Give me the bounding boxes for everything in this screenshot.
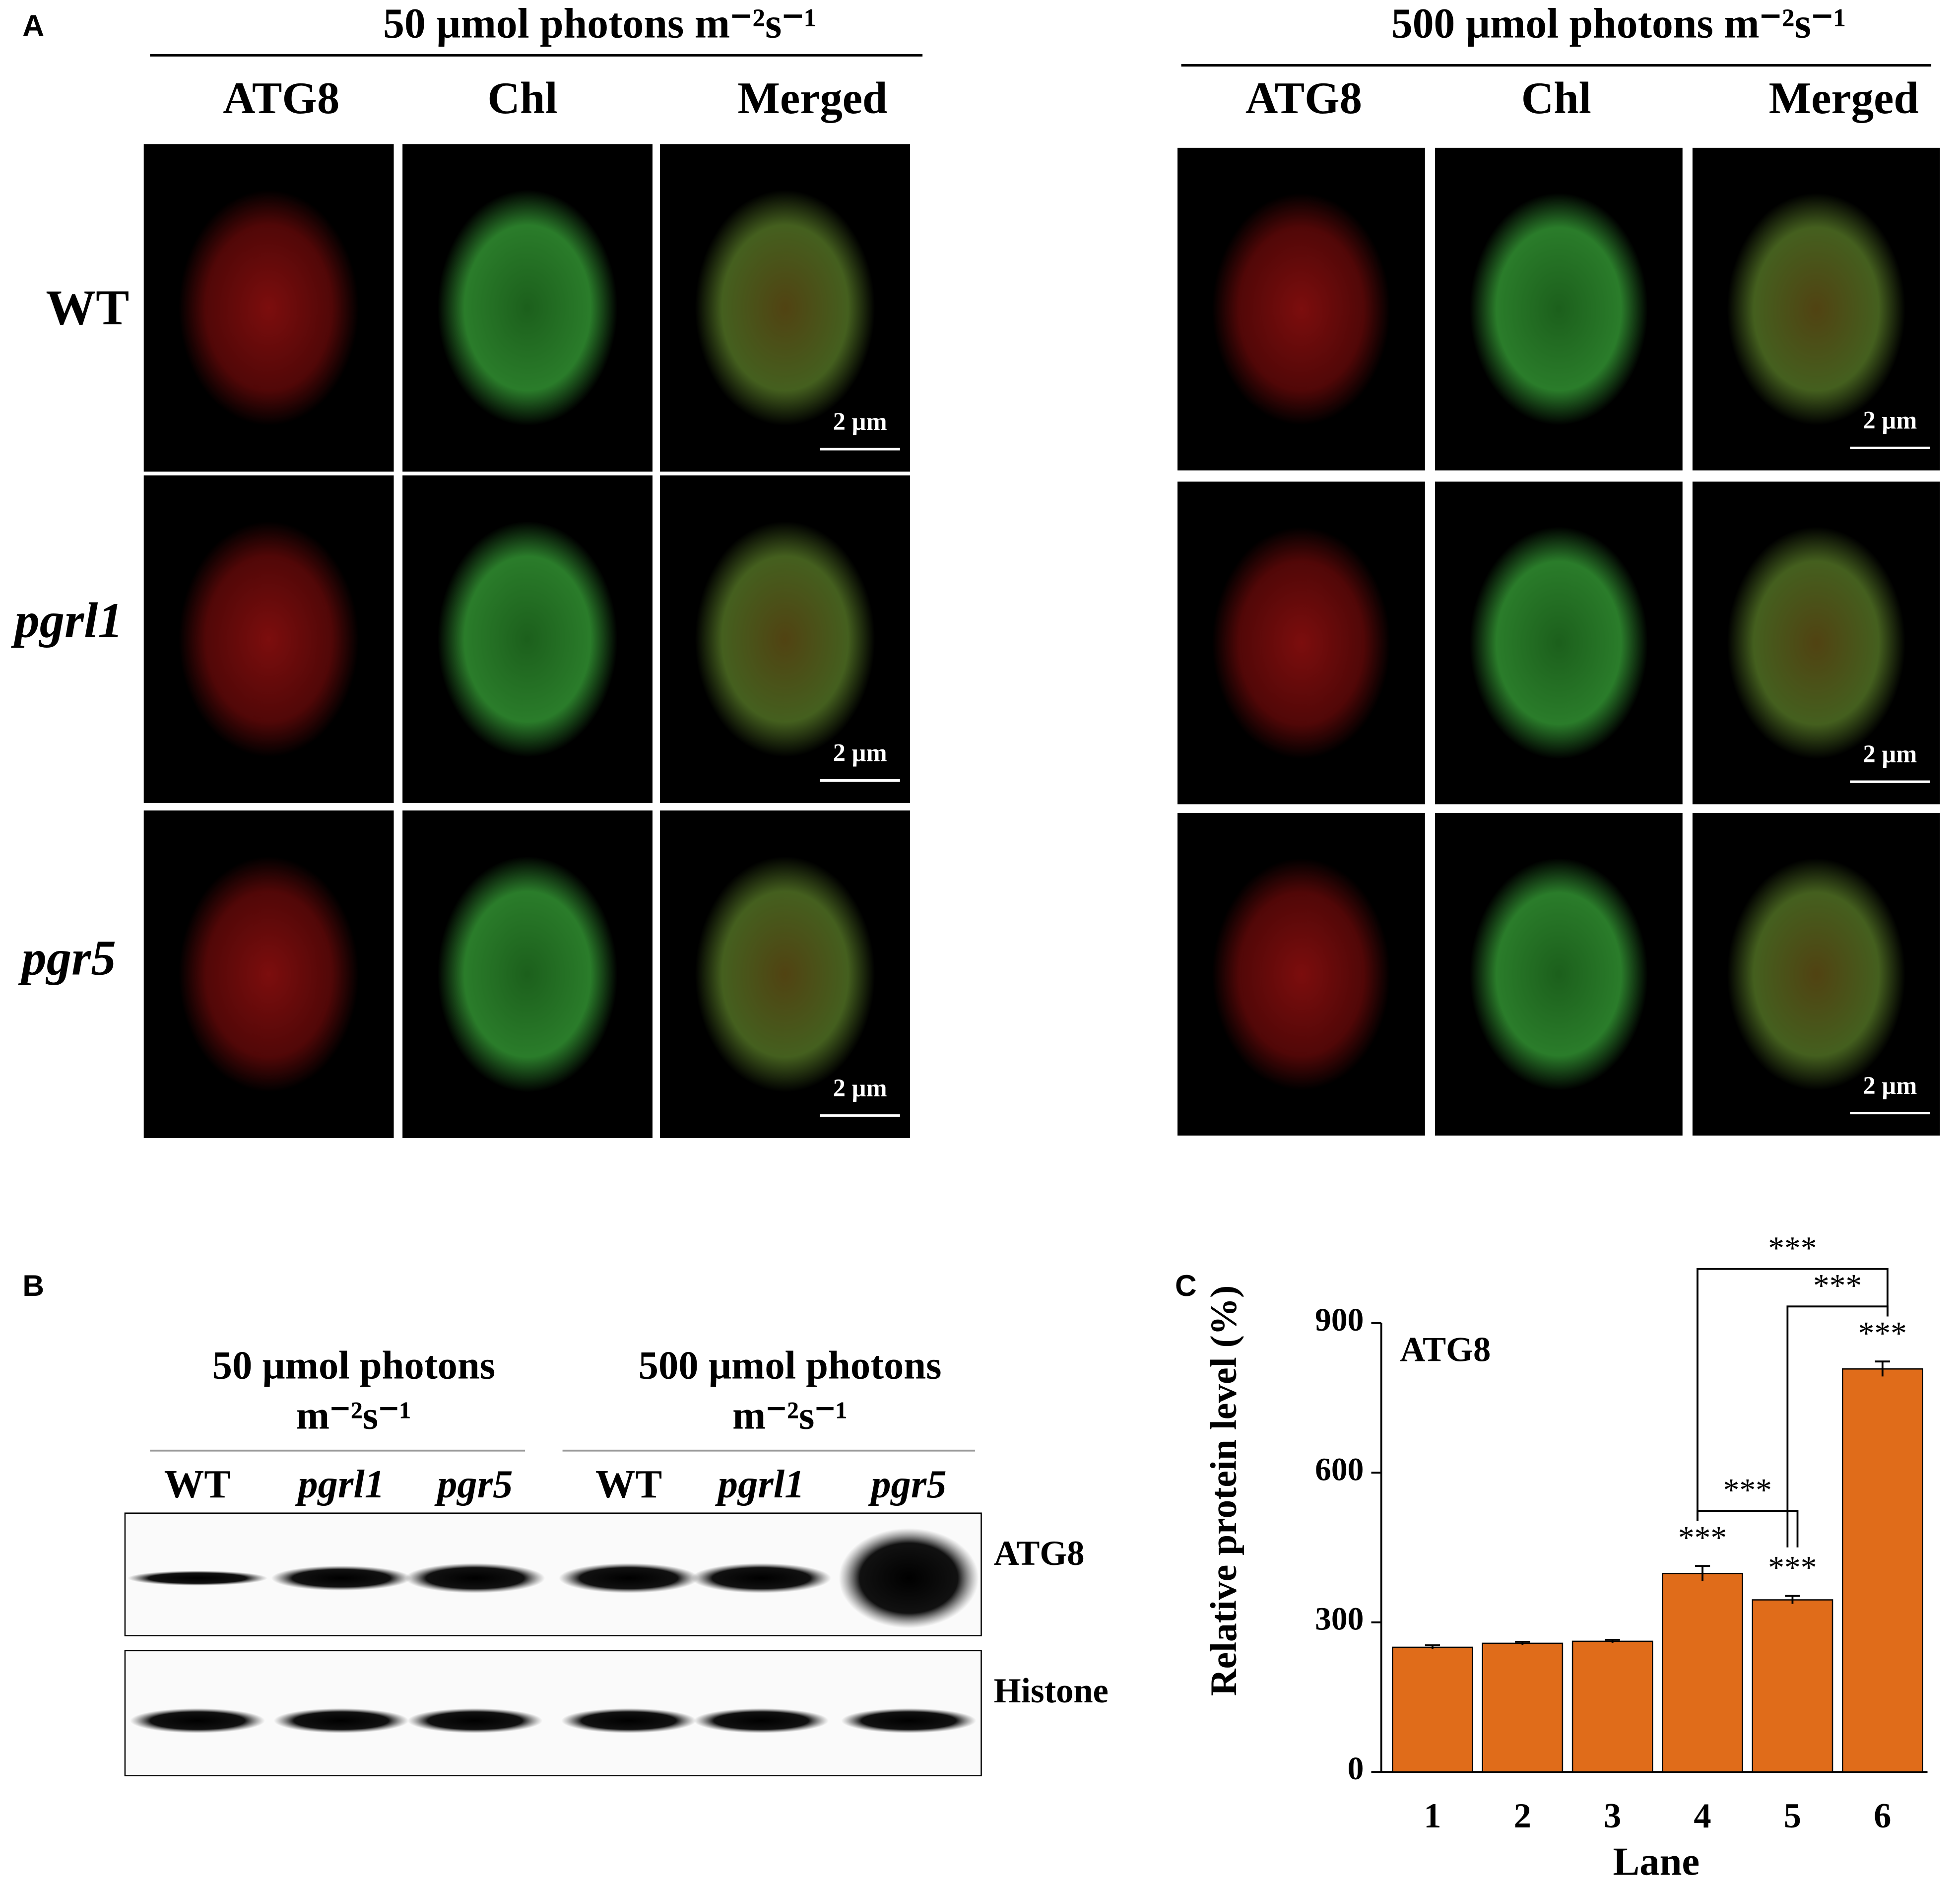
band xyxy=(841,1708,977,1734)
y-tick-label: 900 xyxy=(1315,1302,1364,1338)
bracket-label: *** xyxy=(1813,1268,1862,1304)
x-tick-label: 3 xyxy=(1604,1797,1621,1835)
column-label: ATG8 xyxy=(223,73,339,123)
cell xyxy=(437,521,618,757)
x-tick-label: 6 xyxy=(1874,1797,1891,1835)
x-tick-label: 1 xyxy=(1424,1797,1441,1835)
scale-bar-label: 2 µm xyxy=(833,1074,887,1102)
band xyxy=(694,1708,829,1734)
x-tick-label: 4 xyxy=(1694,1797,1711,1835)
bracket-label: *** xyxy=(1723,1473,1772,1508)
condition-title: m⁻²s⁻¹ xyxy=(732,1393,848,1437)
bar xyxy=(1841,1368,1923,1773)
scale-bar-label: 2 µm xyxy=(1863,740,1917,768)
bar xyxy=(1571,1640,1653,1773)
panel-label: C xyxy=(1175,1269,1197,1302)
blot-frame xyxy=(124,1512,982,1636)
cell xyxy=(1727,527,1905,759)
band xyxy=(691,1563,832,1593)
cell xyxy=(179,856,359,1092)
lane-label: WT xyxy=(595,1462,662,1506)
chart-title: ATG8 xyxy=(1400,1330,1491,1369)
significance-label: *** xyxy=(1768,1550,1817,1586)
column-label: ATG8 xyxy=(1245,73,1362,123)
bracket xyxy=(1697,1268,1889,1521)
row-label: WT xyxy=(46,279,129,335)
lane-label: pgr5 xyxy=(868,1462,946,1506)
cell xyxy=(1212,858,1390,1090)
cell xyxy=(1727,858,1905,1090)
cell xyxy=(1469,193,1648,425)
cell xyxy=(1469,858,1648,1090)
y-tick-label: 600 xyxy=(1315,1452,1364,1487)
bar xyxy=(1752,1599,1833,1773)
significance-label: *** xyxy=(1858,1316,1907,1351)
condition-title: 500 µmol photons m⁻²s⁻¹ xyxy=(1391,0,1846,47)
y-tick-label: 0 xyxy=(1348,1751,1364,1787)
bar xyxy=(1482,1642,1564,1773)
cell xyxy=(437,190,618,426)
band xyxy=(405,1563,545,1593)
blot-label: ATG8 xyxy=(994,1534,1085,1573)
band xyxy=(271,1565,411,1591)
blot-frame xyxy=(124,1650,982,1777)
scale-bar-label: 2 µm xyxy=(833,739,887,767)
x-axis-label: Lane xyxy=(1613,1840,1700,1884)
cell xyxy=(695,856,875,1092)
panel-label: A xyxy=(22,8,44,42)
band xyxy=(559,1563,699,1593)
lane-label: pgr5 xyxy=(434,1462,513,1506)
cell xyxy=(1212,527,1390,759)
band xyxy=(130,1708,265,1734)
lane-label: WT xyxy=(164,1462,231,1506)
condition-title: 50 µmol photons xyxy=(212,1344,496,1388)
cell xyxy=(695,190,875,426)
scale-bar-label: 2 µm xyxy=(1863,406,1917,434)
band xyxy=(127,1570,268,1586)
cell xyxy=(1727,193,1905,425)
cell xyxy=(695,521,875,757)
bracket-label: *** xyxy=(1768,1230,1817,1266)
scale-bar-label: 2 µm xyxy=(1863,1072,1917,1099)
bar xyxy=(1662,1572,1743,1773)
column-label: Chl xyxy=(1521,73,1591,123)
y-tick-label: 300 xyxy=(1315,1602,1364,1637)
cell xyxy=(1212,193,1390,425)
condition-title: 500 µmol photons xyxy=(639,1344,942,1388)
significance-label: *** xyxy=(1678,1520,1727,1556)
row-label: pgr5 xyxy=(17,930,116,985)
row-label: pgrl1 xyxy=(10,592,123,648)
band xyxy=(407,1708,543,1734)
band xyxy=(273,1708,409,1734)
panel-label: B xyxy=(22,1269,44,1302)
column-label: Merged xyxy=(1769,73,1919,123)
x-tick-label: 2 xyxy=(1514,1797,1531,1835)
band xyxy=(561,1708,697,1734)
cell xyxy=(179,521,359,757)
cell xyxy=(1469,527,1648,759)
lane-label: pgrl1 xyxy=(715,1462,805,1506)
column-label: Merged xyxy=(737,73,887,123)
lane-label: pgrl1 xyxy=(295,1462,385,1506)
bar xyxy=(1392,1646,1473,1773)
band xyxy=(839,1528,979,1628)
blot-label: Histone xyxy=(994,1672,1109,1710)
x-tick-label: 5 xyxy=(1784,1797,1801,1835)
y-axis-label: Relative protein level (%) xyxy=(1203,1285,1244,1696)
column-label: Chl xyxy=(487,73,557,123)
cell xyxy=(179,190,359,426)
condition-title: m⁻²s⁻¹ xyxy=(296,1393,411,1437)
condition-title: 50 µmol photons m⁻²s⁻¹ xyxy=(383,0,817,47)
scale-bar-label: 2 µm xyxy=(833,407,887,435)
cell xyxy=(437,856,618,1092)
